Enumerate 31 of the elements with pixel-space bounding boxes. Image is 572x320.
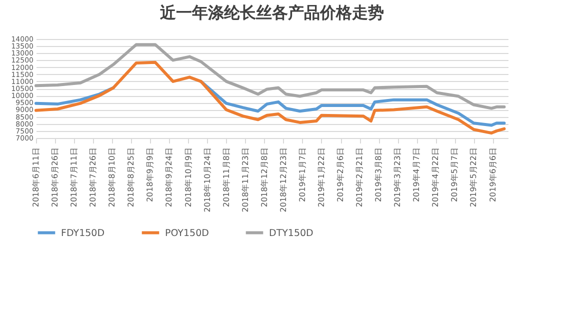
x-tick-label: 2018年10月9日 — [184, 148, 193, 208]
x-tick-label: 2018年6月26日 — [50, 148, 60, 208]
x-tick-label: 2018年11月23日 — [240, 148, 250, 212]
x-tick-label: 2019年1月22日 — [316, 148, 326, 208]
legend-label: POY150D — [165, 228, 209, 239]
x-tick-label: 2018年9月9日 — [146, 148, 155, 202]
x-tick-label: 2018年11月8日 — [222, 148, 231, 208]
x-tick-label: 2019年1月7日 — [298, 148, 307, 202]
x-tick-label: 2019年4月22日 — [431, 148, 440, 208]
x-tick-label: 2019年3月23日 — [393, 148, 402, 208]
x-tick-label: 2018年6月11日 — [32, 148, 40, 208]
x-tick-label: 2018年12月23日 — [278, 148, 288, 212]
x-tick-label: 2019年5月22日 — [469, 148, 478, 208]
x-tick-label: 2019年2月21日 — [355, 148, 364, 208]
x-tick-label: 2019年6月6日 — [488, 148, 498, 202]
x-tick-label: 2019年2月6日 — [336, 148, 346, 202]
x-tick-label: 2018年8月25日 — [126, 148, 136, 208]
x-tick-label: 2018年7月11日 — [70, 148, 79, 208]
chart-title: 近一年涤纶长丝各产品价格走势 — [159, 4, 384, 22]
x-tick-label: 2018年9月24日 — [164, 148, 174, 208]
legend-label: DTY150D — [269, 228, 314, 239]
legend-label: FDY150D — [61, 228, 105, 239]
x-tick-label: 2019年4月7日 — [412, 148, 422, 202]
x-tick-label: 2018年12月8日 — [260, 148, 269, 208]
line-series — [34, 43, 506, 110]
line-series — [34, 60, 506, 135]
x-tick-label: 2018年10月24日 — [202, 148, 212, 212]
x-tick-label: 2018年7月26日 — [88, 148, 98, 208]
x-tick-label: 2019年5月7日 — [450, 148, 460, 202]
x-tick-label: 2018年8月10日 — [108, 148, 117, 208]
x-tick-label: 2019年3月8日 — [374, 148, 384, 202]
